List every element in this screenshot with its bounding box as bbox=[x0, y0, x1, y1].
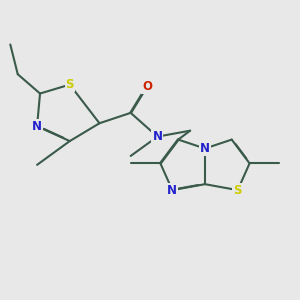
Text: S: S bbox=[233, 184, 242, 196]
Text: S: S bbox=[65, 78, 74, 91]
Text: O: O bbox=[142, 80, 152, 93]
Text: N: N bbox=[167, 184, 177, 196]
Text: N: N bbox=[200, 142, 210, 155]
Text: N: N bbox=[32, 120, 42, 133]
Text: N: N bbox=[152, 130, 162, 143]
